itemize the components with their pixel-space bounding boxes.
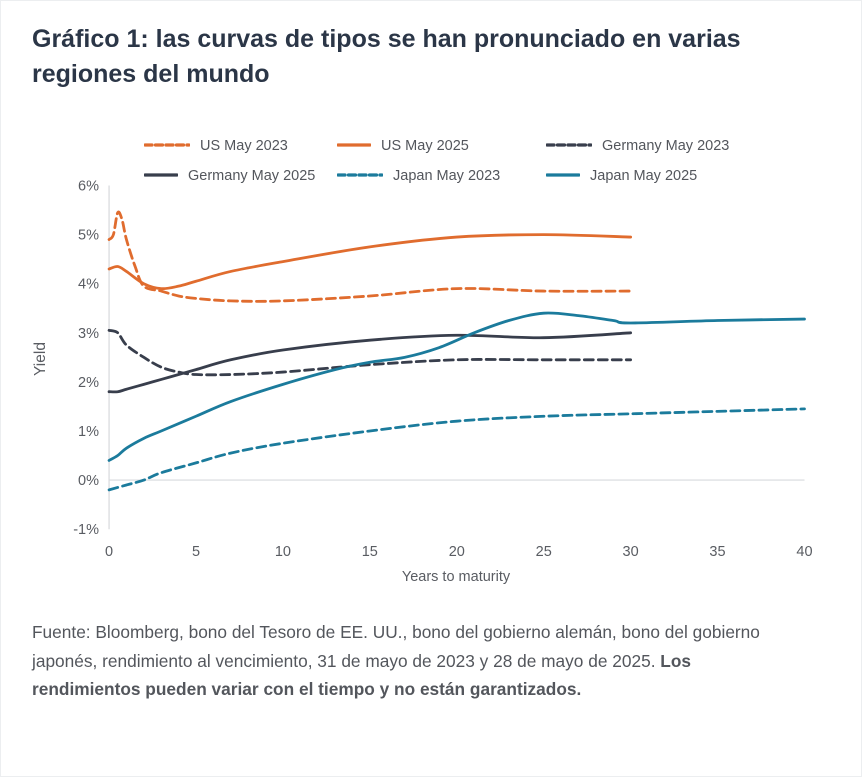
svg-text:Yield: Yield (32, 342, 49, 376)
svg-text:10: 10 (275, 544, 291, 560)
svg-text:-1%: -1% (73, 522, 99, 538)
svg-text:5%: 5% (78, 228, 99, 244)
svg-text:Years to maturity: Years to maturity (402, 569, 511, 585)
svg-text:0%: 0% (78, 473, 99, 489)
svg-text:0: 0 (105, 544, 113, 560)
svg-text:15: 15 (362, 544, 378, 560)
svg-text:30: 30 (623, 544, 639, 560)
svg-text:25: 25 (536, 544, 552, 560)
svg-text:4%: 4% (78, 277, 99, 293)
svg-text:1%: 1% (78, 424, 99, 440)
svg-text:40: 40 (796, 544, 812, 560)
svg-text:5: 5 (192, 544, 200, 560)
svg-text:2%: 2% (78, 375, 99, 391)
svg-text:35: 35 (709, 544, 725, 560)
svg-text:20: 20 (449, 544, 465, 560)
svg-text:3%: 3% (78, 326, 99, 342)
svg-text:6%: 6% (78, 179, 99, 195)
